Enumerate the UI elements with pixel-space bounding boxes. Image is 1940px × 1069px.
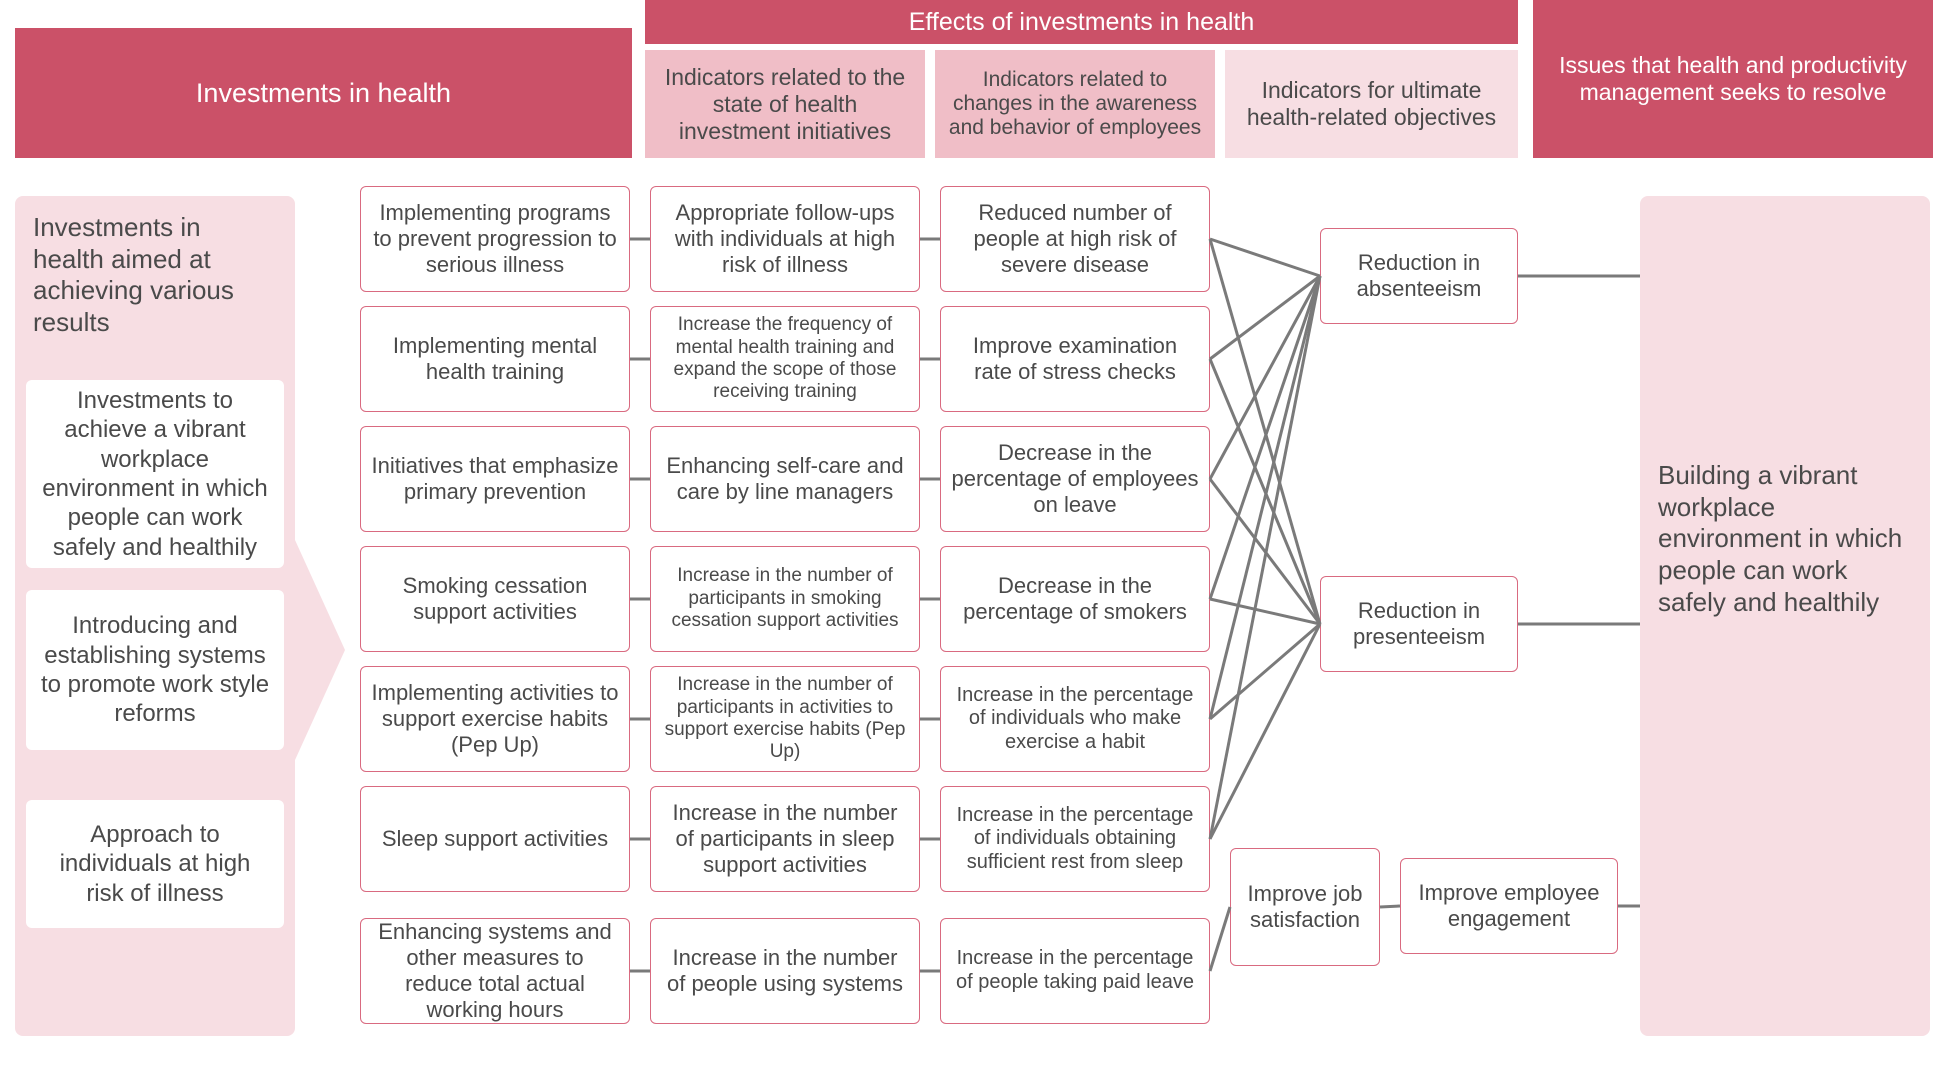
row-2-initiative: Enhancing self-care and care by line man… [650,426,920,532]
right-panel-text: Building a vibrant workplace environment… [1658,460,1912,760]
left-panel-box-2: Approach to individuals at high risk of … [26,800,284,928]
row-5-awareness: Increase in the percentage of individual… [940,786,1210,892]
header-issues-label: Issues that health and productivity mana… [1551,52,1915,106]
row-4-initiative: Increase in the number of participants i… [650,666,920,772]
header-col-awareness-label: Indicators related to changes in the awa… [943,68,1207,140]
row-4-investment: Implementing activities to support exerc… [360,666,630,772]
outcome-engagement: Improve employee engagement [1400,858,1618,954]
header-effects: Effects of investments in health [645,0,1518,44]
header-investments: Investments in health [15,28,632,158]
row-0-awareness: Reduced number of people at high risk of… [940,186,1210,292]
left-panel-title: Investments in health aimed at achieving… [33,212,277,362]
row-3-investment: Smoking cessation support activities [360,546,630,652]
row-0-initiative: Appropriate follow-ups with individuals … [650,186,920,292]
arrow-icon [295,540,345,760]
row-5-investment: Sleep support activities [360,786,630,892]
diagram-stage: Investments in health Effects of investm… [0,0,1940,1069]
header-col-initiatives: Indicators related to the state of healt… [645,50,925,158]
header-col-initiatives-label: Indicators related to the state of healt… [655,64,915,145]
row-3-initiative: Increase in the number of participants i… [650,546,920,652]
row-3-awareness: Decrease in the percentage of smokers [940,546,1210,652]
row-0-investment: Implementing programs to prevent progres… [360,186,630,292]
row-1-investment: Implementing mental health training [360,306,630,412]
row-1-initiative: Increase the frequency of mental health … [650,306,920,412]
header-col-objectives: Indicators for ultimate health-related o… [1225,50,1518,158]
row-6-awareness: Increase in the percentage of people tak… [940,918,1210,1024]
row-5-initiative: Increase in the number of participants i… [650,786,920,892]
outcome-presenteeism: Reduction in presenteeism [1320,576,1518,672]
header-effects-label: Effects of investments in health [909,8,1255,37]
row-2-investment: Initiatives that emphasize primary preve… [360,426,630,532]
header-investments-label: Investments in health [196,78,451,109]
left-panel-box-0: Investments to achieve a vibrant workpla… [26,380,284,568]
row-6-initiative: Increase in the number of people using s… [650,918,920,1024]
outcome-satisfaction: Improve job satisfaction [1230,848,1380,966]
row-1-awareness: Improve examination rate of stress check… [940,306,1210,412]
header-col-awareness: Indicators related to changes in the awa… [935,50,1215,158]
left-panel-box-1: Introducing and establishing systems to … [26,590,284,750]
outcome-absenteeism: Reduction in absenteeism [1320,228,1518,324]
row-6-investment: Enhancing systems and other measures to … [360,918,630,1024]
row-4-awareness: Increase in the percentage of individual… [940,666,1210,772]
header-issues: Issues that health and productivity mana… [1533,0,1933,158]
header-col-objectives-label: Indicators for ultimate health-related o… [1235,77,1508,131]
row-2-awareness: Decrease in the percentage of employees … [940,426,1210,532]
